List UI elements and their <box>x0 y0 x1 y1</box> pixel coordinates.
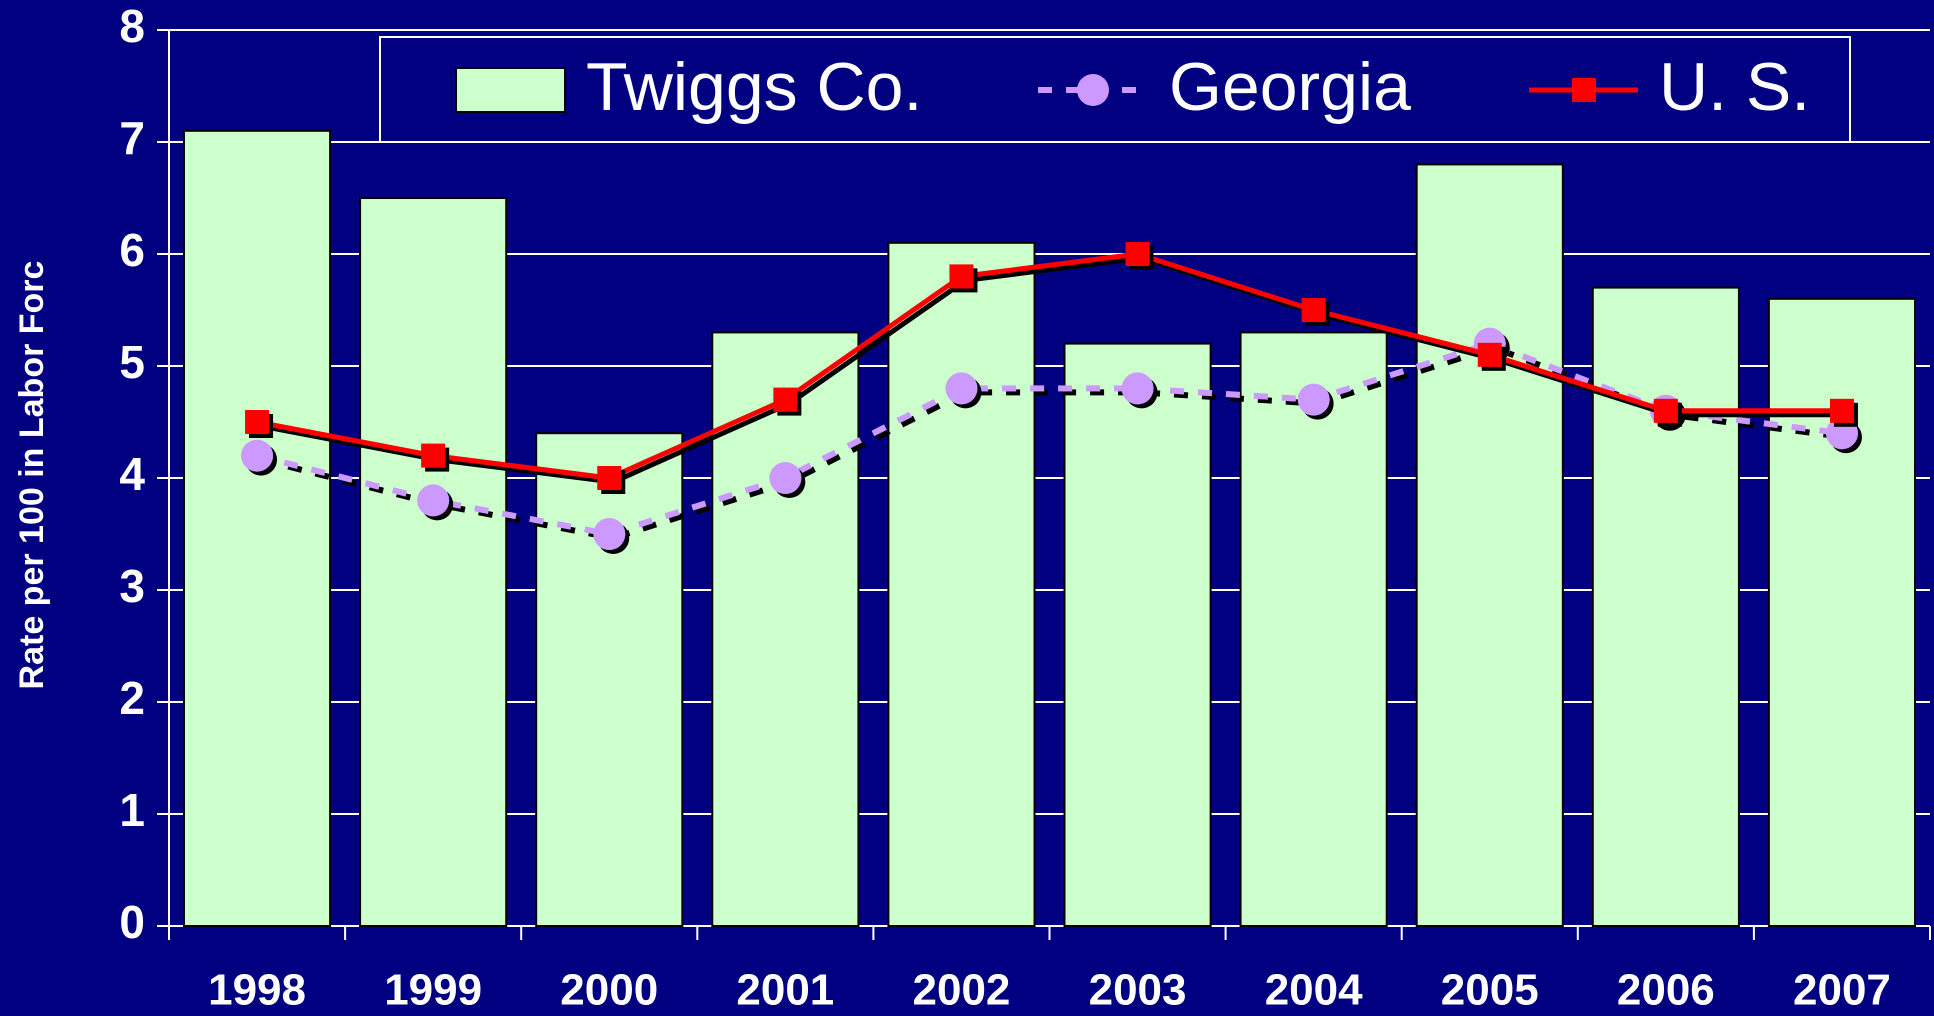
marker <box>769 462 802 494</box>
x-tick-label: 1999 <box>384 966 482 1015</box>
marker <box>1653 398 1678 423</box>
marker <box>417 484 450 517</box>
marker <box>421 443 446 468</box>
y-axis-label: Rate per 100 in Labor Forc <box>13 261 51 690</box>
marker <box>945 372 978 405</box>
marker <box>1125 242 1150 266</box>
y-tick-label: 6 <box>119 224 145 276</box>
marker <box>949 264 974 289</box>
marker <box>597 466 622 490</box>
x-tick-label: 2000 <box>560 966 658 1015</box>
x-tick-label: 2002 <box>913 966 1011 1015</box>
y-tick-label: 2 <box>119 672 145 724</box>
x-tick-label: 2007 <box>1793 966 1891 1015</box>
bar <box>1591 286 1740 928</box>
bar <box>535 432 684 927</box>
y-tick-label: 5 <box>119 336 145 388</box>
marker <box>593 518 626 550</box>
bar <box>887 241 1036 928</box>
marker <box>241 439 274 472</box>
bar <box>711 331 860 927</box>
marker <box>245 410 270 434</box>
legend-label: Twiggs Co. <box>586 49 922 125</box>
marker <box>1121 372 1154 405</box>
bar <box>1239 331 1388 927</box>
y-tick-label: 0 <box>119 896 145 948</box>
marker <box>773 387 798 412</box>
y-tick-label: 8 <box>119 0 145 52</box>
bar <box>182 129 332 928</box>
bar <box>1063 342 1212 928</box>
legend-marker <box>1572 78 1596 102</box>
line <box>256 340 1843 538</box>
marker <box>1297 383 1330 416</box>
y-tick-label: 1 <box>119 784 145 836</box>
marker <box>1829 398 1854 423</box>
x-tick-label: 2005 <box>1441 966 1539 1015</box>
x-tick-label: 2004 <box>1265 966 1363 1015</box>
legend-label: Georgia <box>1169 49 1411 125</box>
bar <box>359 197 508 927</box>
y-tick-label: 3 <box>119 560 145 612</box>
x-tick-label: 2006 <box>1617 966 1715 1015</box>
x-tick-label: 2003 <box>1089 966 1187 1015</box>
x-tick-label: 2001 <box>736 966 834 1015</box>
y-tick-label: 4 <box>119 448 145 500</box>
line <box>256 251 1842 481</box>
marker <box>1825 417 1858 450</box>
x-tick-label: 1998 <box>208 966 306 1015</box>
bar <box>1767 297 1917 927</box>
legend-swatch <box>455 67 566 113</box>
marker <box>1477 342 1502 367</box>
marker <box>1301 298 1326 322</box>
y-tick-label: 7 <box>119 112 145 164</box>
bar <box>1415 163 1564 927</box>
legend-marker <box>1077 74 1109 106</box>
legend-label: U. S. <box>1659 49 1810 125</box>
